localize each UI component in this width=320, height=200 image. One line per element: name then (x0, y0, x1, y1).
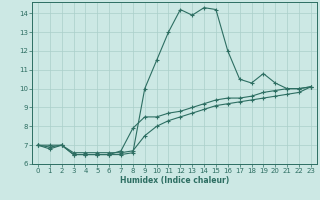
X-axis label: Humidex (Indice chaleur): Humidex (Indice chaleur) (120, 176, 229, 185)
